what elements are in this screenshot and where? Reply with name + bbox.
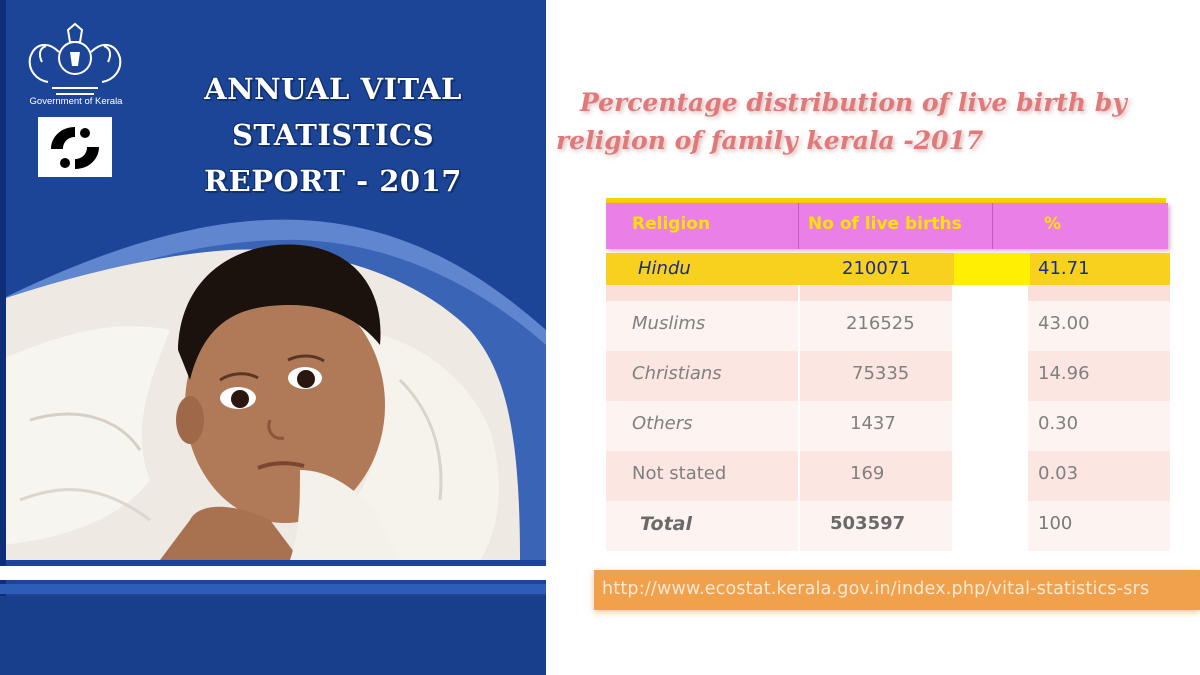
cover-stripe <box>0 584 546 594</box>
cell-religion: Hindu <box>638 258 691 279</box>
department-logo <box>38 117 112 177</box>
cell-births: 169 <box>850 463 885 484</box>
cell-births: 503597 <box>830 513 906 534</box>
cell-religion: Christians <box>632 363 722 384</box>
cover-artwork <box>0 219 546 560</box>
cell-percent: 0.30 <box>1038 413 1079 434</box>
kerala-emblem-icon <box>28 22 122 95</box>
source-url[interactable]: http://www.ecostat.kerala.gov.in/index.p… <box>602 579 1150 599</box>
header-divider <box>992 203 993 249</box>
header-percent: % <box>1044 214 1062 234</box>
table-top-border <box>606 198 1166 203</box>
slide-title-line1: Percentage distribution of live birth by <box>580 88 1127 117</box>
cell-percent: 14.96 <box>1038 363 1090 384</box>
table-row-hindu: Hindu 210071 41.71 <box>606 253 1170 285</box>
table-row-others: Others 1437 0.30 <box>606 401 1170 451</box>
cover-edge <box>0 0 6 675</box>
cell-percent: 100 <box>1038 513 1073 534</box>
cell-births: 210071 <box>842 258 911 279</box>
slide-title-line2: religion of family kerala -2017 <box>556 126 984 155</box>
cover-stripe <box>0 566 546 580</box>
table-row-total: Total 503597 100 <box>606 501 1170 551</box>
cell-religion: Others <box>632 413 693 434</box>
cell-percent: 0.03 <box>1038 463 1079 484</box>
report-title: ANNUAL VITAL STATISTICS REPORT - 2017 <box>128 66 538 204</box>
department-logo-icon <box>51 127 99 169</box>
cell-religion: Muslims <box>632 313 706 334</box>
source-url-bar: http://www.ecostat.kerala.gov.in/index.p… <box>594 570 1200 610</box>
births-table: Religion No of live births % Hindu 21007… <box>606 198 1170 556</box>
report-title-line1: ANNUAL VITAL STATISTICS <box>204 72 462 152</box>
cell-births: 75335 <box>852 363 910 384</box>
header-divider <box>798 203 799 249</box>
header-live-births: No of live births <box>808 214 962 234</box>
cell-percent: 43.00 <box>1038 313 1090 334</box>
header-religion: Religion <box>632 214 711 234</box>
report-cover: Government of Kerala ANNUAL VITAL STATIS… <box>0 0 546 675</box>
table-row-muslims: Muslims 216525 43.00 <box>606 301 1170 351</box>
cover-footer-band <box>0 596 546 675</box>
cell-births: 1437 <box>850 413 896 434</box>
cell-percent: 41.71 <box>1038 258 1090 279</box>
highlight-cell <box>954 253 1030 285</box>
table-row-not-stated: Not stated 169 0.03 <box>606 451 1170 501</box>
cell-births: 216525 <box>846 313 915 334</box>
government-label: Government of Kerala <box>29 96 123 107</box>
report-title-line2: REPORT - 2017 <box>204 164 462 198</box>
slide-title: Percentage distribution of live birth by… <box>556 84 1176 160</box>
row-spacer <box>606 285 1170 301</box>
cell-religion: Not stated <box>632 463 727 484</box>
table-header: Religion No of live births % <box>606 203 1168 249</box>
cell-religion: Total <box>640 513 692 535</box>
table-row-christians: Christians 75335 14.96 <box>606 351 1170 401</box>
